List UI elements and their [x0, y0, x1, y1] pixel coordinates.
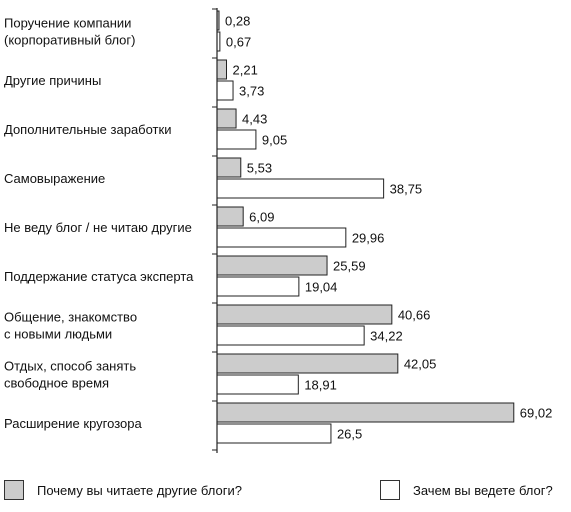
category-label-7-line1: Общение, знакомство [4, 310, 137, 325]
bar-s1-c8 [216, 353, 399, 374]
bar-s1-c2 [216, 59, 228, 80]
legend-label-reading: Почему вы читаете другие блоги? [37, 482, 242, 498]
category-label-2: Другие причины [4, 73, 101, 88]
bar-s1-c9 [216, 402, 515, 423]
bar-s2-c7 [216, 325, 365, 346]
value-label-s2-c6: 19,04 [305, 280, 338, 295]
bar-s2-c2 [216, 80, 234, 101]
bar-s2-c3 [216, 129, 257, 150]
legend-item-writing: Зачем вы ведете блог? [380, 480, 553, 500]
legend-swatch-writing [380, 480, 400, 500]
category-label-9: Расширение кругозора [4, 416, 142, 431]
value-label-s2-c4: 38,75 [390, 182, 423, 197]
bar-s2-c9 [216, 423, 332, 444]
value-label-s1-c7: 40,66 [398, 308, 431, 323]
value-label-s2-c2: 3,73 [239, 84, 264, 99]
category-label-8-line2: свободное время [4, 376, 109, 391]
bar-s2-c4 [216, 178, 385, 199]
value-label-s1-c1: 0,28 [225, 14, 250, 29]
bar-s2-c5 [216, 227, 347, 248]
bar-s1-c4 [216, 157, 242, 178]
value-label-s1-c8: 42,05 [404, 357, 437, 372]
value-label-s2-c5: 29,96 [352, 231, 385, 246]
legend-item-reading: Почему вы читаете другие блоги? [4, 480, 242, 500]
legend-swatch-reading [4, 480, 24, 500]
category-label-7-line2: с новыми людьми [4, 327, 112, 342]
bar-s2-c8 [216, 374, 299, 395]
value-label-s1-c3: 4,43 [242, 112, 267, 127]
category-label-6: Поддержание статуса эксперта [4, 269, 194, 284]
value-label-s1-c9: 69,02 [520, 406, 553, 421]
value-label-s1-c5: 6,09 [249, 210, 274, 225]
category-label-8-line1: Отдых, способ занять [4, 359, 136, 374]
value-label-s2-c1: 0,67 [226, 35, 251, 50]
legend-label-writing: Зачем вы ведете блог? [413, 482, 553, 498]
category-label-5: Не веду блог / не читаю другие [4, 220, 192, 235]
bar-s1-c6 [216, 255, 328, 276]
bar-chart: 0,28 0,67 Поручение компании (корпоративный… [4, 8, 553, 453]
bar-s1-c5 [216, 206, 244, 227]
value-label-s1-c2: 2,21 [233, 63, 258, 78]
bar-s1-c7 [216, 304, 393, 325]
category-label-1-line2: (корпоративный блог) [4, 33, 135, 48]
value-label-s2-c8: 18,91 [304, 378, 337, 393]
bar-s2-c6 [216, 276, 300, 297]
value-label-s2-c3: 9,05 [262, 133, 287, 148]
legend: Почему вы читаете другие блоги? Зачем вы… [0, 480, 571, 510]
value-label-s2-c7: 34,22 [370, 329, 403, 344]
category-label-3: Дополнительные заработки [4, 122, 171, 137]
category-label-4: Самовыражение [4, 171, 105, 186]
value-label-s2-c9: 26,5 [337, 427, 362, 442]
value-label-s1-c6: 25,59 [333, 259, 366, 274]
category-label-1-line1: Поручение компании [4, 16, 131, 31]
value-label-s1-c4: 5,53 [247, 161, 272, 176]
bar-s1-c3 [216, 108, 237, 129]
